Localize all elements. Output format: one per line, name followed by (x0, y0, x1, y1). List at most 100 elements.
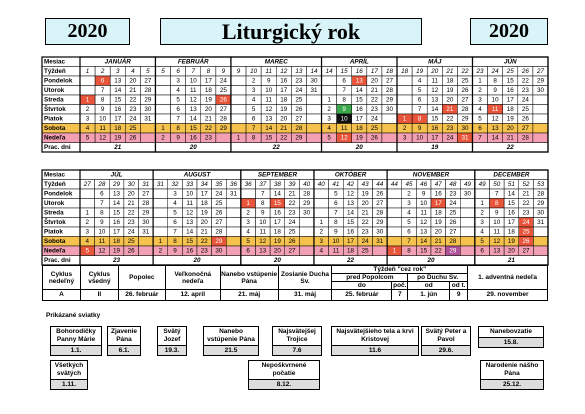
day: 31 (142, 228, 150, 235)
day: 15 (186, 238, 194, 245)
day: 25 (371, 125, 379, 132)
cell (226, 207, 242, 218)
month-name: DECEMBER (493, 171, 529, 178)
day: 16 (186, 247, 194, 254)
day: 5 (176, 96, 180, 103)
day: 11 (432, 77, 439, 84)
day: 21 (362, 209, 370, 216)
day: 18 (508, 228, 516, 235)
week-number: 10 (250, 68, 258, 75)
day: 23 (371, 106, 379, 113)
cell: Zoslanie Ducha Sv. (277, 265, 333, 290)
day: 29 (220, 125, 228, 132)
day: 29 (142, 209, 150, 216)
day: 19 (280, 106, 288, 113)
day: 8 (407, 247, 411, 254)
day: 2 (159, 247, 163, 254)
week-number: 52 (523, 181, 531, 188)
half-border (41, 56, 549, 153)
day: 2 (327, 106, 331, 113)
day: 16 (507, 87, 515, 94)
year-left: 2020 (45, 18, 130, 45)
cell: po Duchu Sv. (407, 273, 469, 282)
day: 30 (537, 209, 545, 216)
week-number: 3 (116, 68, 120, 75)
day: 27 (376, 200, 384, 207)
cell: od t. (449, 281, 469, 290)
day: 23 (446, 125, 454, 132)
day: 6 (246, 247, 250, 254)
day: 1 (327, 96, 331, 103)
cell (230, 85, 247, 96)
day: 12 (492, 115, 500, 122)
cell (138, 236, 154, 247)
day: 17 (508, 219, 516, 226)
day: 31 (537, 219, 545, 226)
feast-date: 21.5 (203, 346, 259, 356)
week-number: 21 (445, 68, 453, 75)
day: 2 (320, 228, 324, 235)
week-number: 5 (146, 68, 150, 75)
cell (306, 94, 322, 105)
weekday-label: Sobota (44, 238, 66, 245)
week-number: 44 (376, 181, 384, 188)
day: 19 (201, 209, 209, 216)
feast-date: 25.12. (480, 380, 544, 390)
day: 21 (446, 106, 454, 113)
title: Liturgický rok (160, 18, 422, 45)
day: 12 (259, 238, 267, 245)
year-right: 2020 (470, 18, 548, 45)
week-number: 11 (265, 68, 272, 75)
week-number: 40 (318, 181, 326, 188)
cell (226, 226, 242, 237)
day: 30 (537, 87, 545, 94)
feast-date: 1.11. (50, 380, 88, 390)
week-number: 14 (326, 68, 334, 75)
day: 9 (261, 209, 265, 216)
day: 15 (507, 77, 515, 84)
day: 13 (186, 219, 194, 226)
day: 3 (246, 219, 250, 226)
day: 8 (418, 115, 422, 122)
day: 27 (144, 77, 152, 84)
week-number: 7 (191, 68, 195, 75)
cell (532, 132, 549, 143)
cell (152, 198, 168, 209)
day: 24 (362, 238, 370, 245)
day: 25 (129, 125, 137, 132)
week-number: 28 (97, 181, 106, 188)
day: 18 (114, 125, 122, 132)
day: 28 (142, 200, 150, 207)
week-number: 14 (310, 68, 318, 75)
day: 10 (186, 190, 194, 197)
cell (152, 226, 168, 237)
day: 21 (129, 87, 137, 94)
cell (155, 94, 171, 105)
cell (306, 113, 322, 124)
day: 18 (274, 228, 282, 235)
feast: Najsvätejšej Trojice 7.6 (272, 326, 322, 356)
day: 16 (431, 125, 439, 132)
row-label: Prac. dni (44, 144, 71, 151)
day: 29 (461, 115, 469, 122)
week-number: 22 (460, 68, 469, 75)
day: 9 (342, 106, 346, 113)
day: 16 (274, 209, 282, 216)
cell: do (331, 281, 393, 290)
cell (79, 75, 96, 86)
cell (460, 245, 476, 256)
day: 25 (215, 200, 223, 207)
cell (313, 207, 329, 218)
cell: Týždeň "cez rok" (331, 265, 469, 274)
day: 26 (129, 134, 137, 141)
day: 24 (289, 219, 297, 226)
week-number: 34 (201, 181, 209, 188)
day: 8 (342, 96, 346, 103)
day: 14 (420, 238, 428, 245)
day: 13 (113, 190, 121, 197)
feast-date: 29.6. (421, 346, 471, 356)
day: 24 (449, 200, 457, 207)
day: 21 (435, 238, 443, 245)
day: 3 (403, 134, 407, 141)
day: 6 (173, 219, 177, 226)
